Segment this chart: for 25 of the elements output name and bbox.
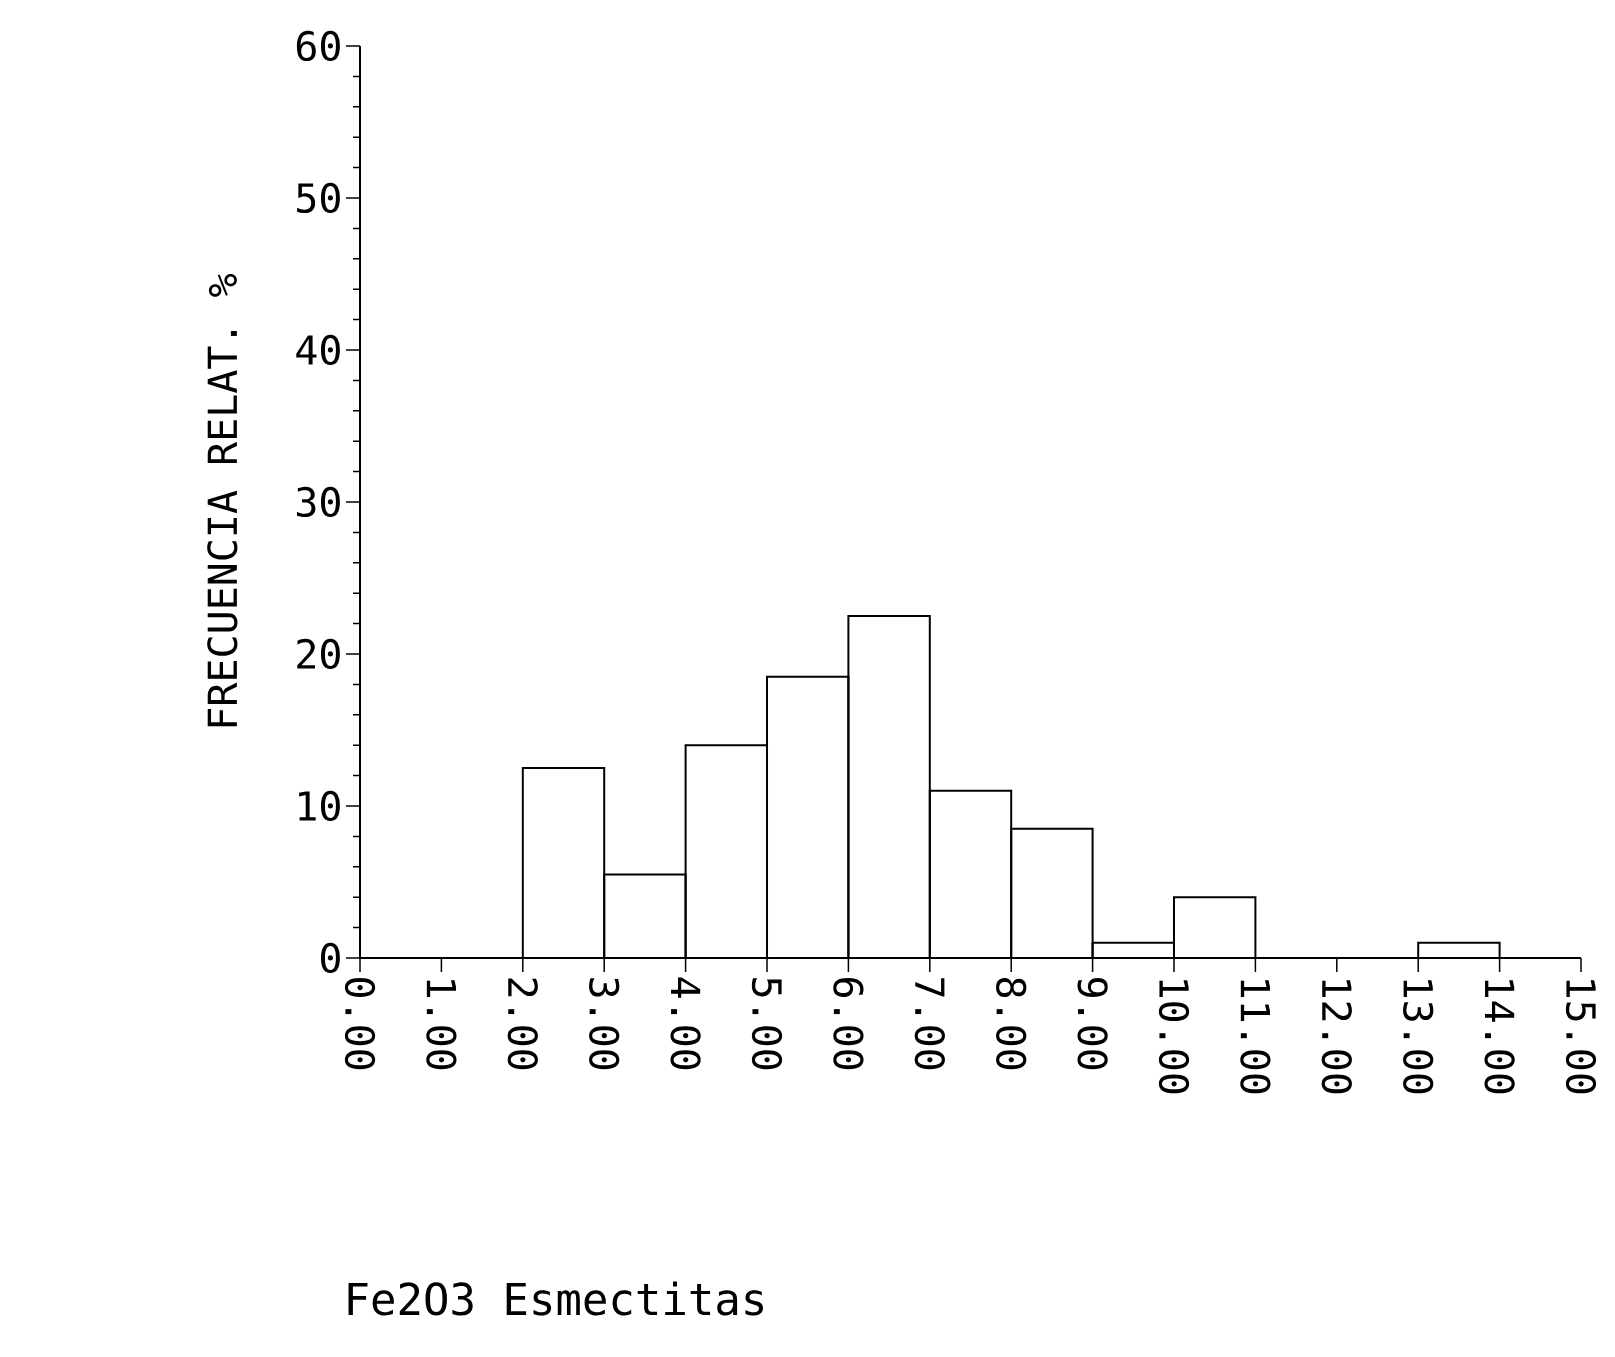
y-axis-title: FRECUENCIA RELAT. % xyxy=(207,273,238,727)
x-tick-label: 7.00 xyxy=(914,978,945,1070)
y-tick-label: 50 xyxy=(297,182,340,214)
x-tick-label: 5.00 xyxy=(751,978,783,1070)
x-tick-label: 15.00 xyxy=(1565,980,1597,1094)
x-tick-label: 1.00 xyxy=(426,980,457,1070)
x-tick-label: 4.00 xyxy=(670,977,701,1070)
x-tick-label: 13.00 xyxy=(1403,980,1434,1094)
x-tick-label: 9.00 xyxy=(1077,978,1108,1070)
y-tick-label: 30 xyxy=(296,486,340,518)
x-tick-label: 11.00 xyxy=(1240,980,1271,1094)
x-tick-label: 3.00 xyxy=(589,978,620,1070)
x-tick-label: 6.00 xyxy=(833,978,864,1070)
y-tick-label: 20 xyxy=(297,638,340,670)
x-axis-title: Fe2O3 Esmectitas xyxy=(348,1281,763,1316)
x-tick-label: 8.00 xyxy=(996,978,1027,1070)
y-tick-label: 40 xyxy=(296,334,340,366)
x-tick-label: 12.00 xyxy=(1321,980,1352,1094)
x-tick-label: 2.00 xyxy=(507,978,538,1070)
x-tick-label: 0.00 xyxy=(344,978,376,1070)
y-tick-label: 60 xyxy=(296,30,340,62)
x-tick-label: 14.00 xyxy=(1484,980,1515,1094)
x-tick-label: 10.00 xyxy=(1158,980,1190,1094)
y-tick-label: 0 xyxy=(320,942,340,974)
y-tick-label: 10 xyxy=(299,790,340,822)
